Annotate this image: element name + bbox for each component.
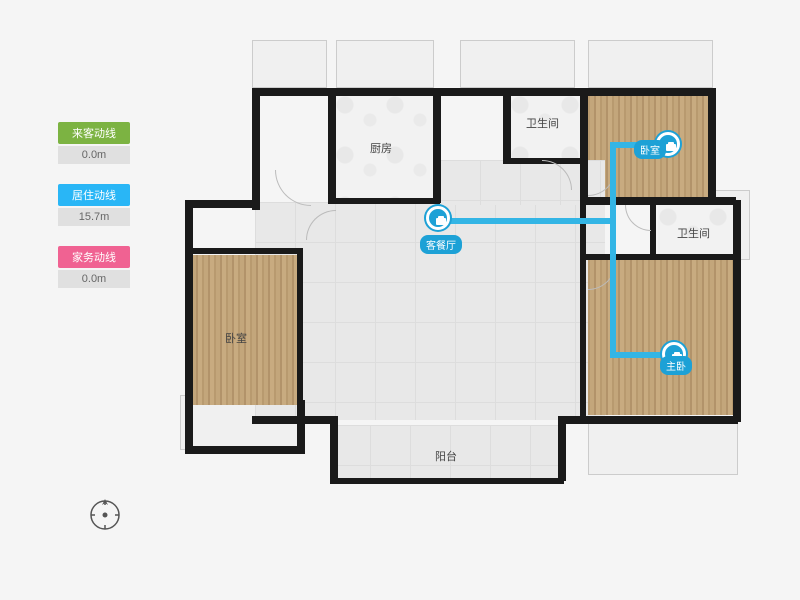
- legend-value: 15.7m: [58, 208, 130, 226]
- legend-item-visitor: 来客动线 0.0m: [58, 122, 130, 164]
- node-label: 主卧: [660, 356, 692, 375]
- wall: [185, 200, 260, 208]
- wall: [185, 446, 305, 454]
- path-node: [426, 206, 450, 230]
- wall: [185, 248, 300, 254]
- room-label-bath2: 卫生间: [677, 225, 710, 241]
- wall: [433, 88, 441, 203]
- balcony: [588, 420, 738, 475]
- legend-item-living: 居住动线 15.7m: [58, 184, 130, 226]
- door: [275, 170, 311, 206]
- legend-label: 居住动线: [58, 184, 130, 206]
- wall: [185, 200, 193, 400]
- wall: [252, 416, 337, 424]
- compass-icon: [88, 498, 122, 532]
- balcony: [588, 40, 713, 88]
- wall: [328, 198, 440, 204]
- wall: [328, 88, 336, 203]
- room-label-bath1: 卫生间: [526, 115, 559, 131]
- wall: [252, 88, 260, 210]
- path-segment: [610, 218, 616, 358]
- wall: [708, 88, 716, 203]
- legend-value: 0.0m: [58, 146, 130, 164]
- wall: [503, 88, 511, 163]
- door: [625, 205, 651, 231]
- wall: [252, 88, 716, 96]
- node-label: 客餐厅: [420, 235, 462, 254]
- wall: [733, 200, 741, 422]
- room-label-kitchen: 厨房: [370, 140, 392, 156]
- balcony: [460, 40, 575, 88]
- wall: [580, 88, 588, 203]
- room-label-bed_left: 卧室: [225, 330, 247, 346]
- legend-item-housework: 家务动线 0.0m: [58, 246, 130, 288]
- node-label: 卧室: [634, 140, 666, 159]
- legend: 来客动线 0.0m 居住动线 15.7m 家务动线 0.0m: [58, 122, 130, 308]
- balcony: [336, 40, 434, 88]
- wall: [580, 254, 736, 260]
- room-label-balcony_s: 阳台: [435, 448, 457, 464]
- path-segment: [610, 142, 616, 224]
- floorplan: 客餐厅卧室主卧厨房卫生间卫生间卧室阳台: [180, 40, 750, 550]
- legend-value: 0.0m: [58, 270, 130, 288]
- wall: [558, 416, 566, 481]
- wall: [580, 200, 586, 420]
- path-segment: [438, 218, 616, 224]
- wall: [330, 416, 338, 484]
- wall: [185, 400, 193, 450]
- wall: [297, 248, 303, 418]
- legend-label: 家务动线: [58, 246, 130, 268]
- legend-label: 来客动线: [58, 122, 130, 144]
- wall: [330, 478, 564, 484]
- balcony: [252, 40, 327, 88]
